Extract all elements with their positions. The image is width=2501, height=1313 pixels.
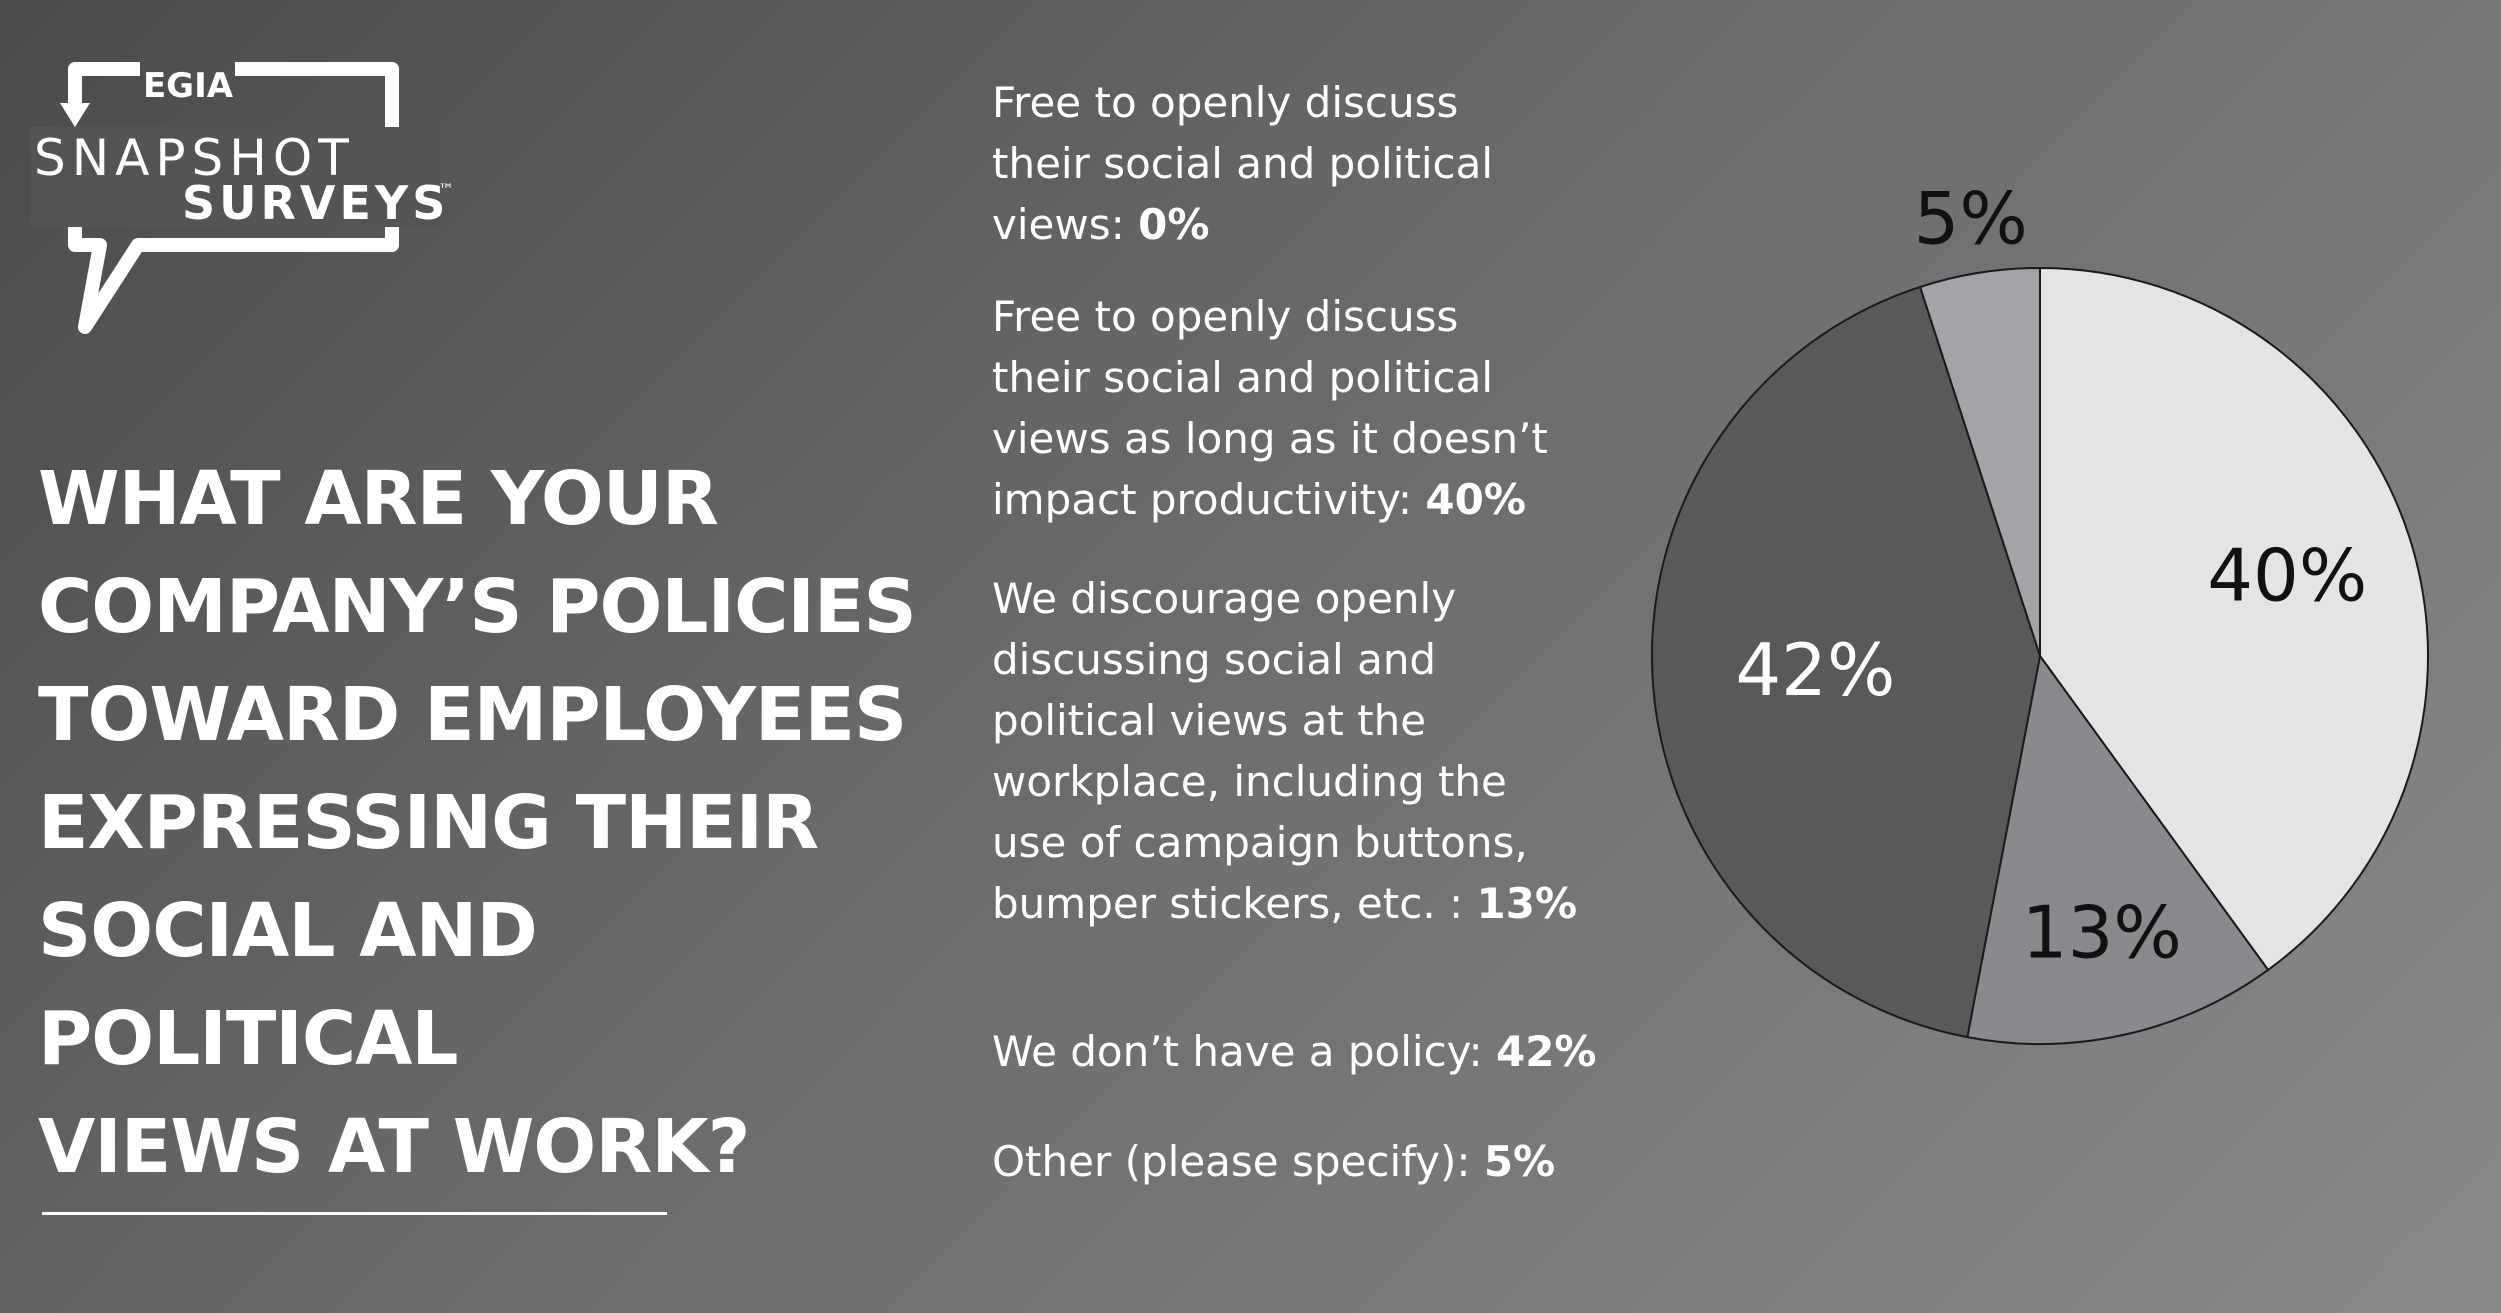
question-line: WHAT ARE YOUR (38, 456, 719, 542)
legend-text: views as long as it doesn’t (992, 414, 1548, 463)
legend-text: their social and political (992, 139, 1494, 188)
question-line: SOCIAL AND POLITICAL (38, 888, 538, 1082)
legend-text: workplace, including the (992, 757, 1507, 806)
question-line: COMPANY’S POLICIES (38, 564, 917, 650)
question-line: EXPRESSING THEIR (38, 780, 819, 866)
pie-slice-4 (1918, 266, 2041, 657)
legend-text: discussing social and (992, 635, 1437, 684)
legend-text: We don’t have a policy: (992, 1027, 1496, 1076)
legend-text: their social and political (992, 353, 1494, 402)
legend-text: impact productivity: (992, 475, 1426, 524)
legend-text: Other (please specify): (992, 1137, 1484, 1186)
logo-snapshot: SNAPSHOT (34, 129, 355, 187)
question-line: TOWARD EMPLOYEES (38, 672, 907, 758)
legend-percent: 40% (1425, 475, 1526, 524)
divider-line (42, 1212, 667, 1215)
legend-text: bumper stickers, etc. : (992, 879, 1477, 928)
legend-percent: 0% (1138, 200, 1210, 249)
legend-text: Free to openly discuss (992, 78, 1459, 127)
logo-text-backdrop (30, 127, 440, 227)
legend-text: use of campaign buttons, (992, 818, 1528, 867)
logo-egia: EGIA (143, 66, 234, 106)
legend-item-other: Other (please specify): 5% (992, 1131, 1692, 1192)
pie-label-2: 13% (2022, 890, 2182, 974)
logo-trademark: ™ (438, 180, 454, 199)
legend-item-free-if-productive: Free to openly discuss their social and … (992, 286, 1692, 530)
legend-percent: 13% (1476, 879, 1578, 928)
legend-text: We discourage openly (992, 574, 1457, 623)
survey-question: WHAT ARE YOUR COMPANY’S POLICIES TOWARD … (38, 445, 968, 1201)
legend-text: views: (992, 200, 1139, 249)
logo-surveys: SURVEYS (182, 176, 449, 230)
pie-slice-3 (1651, 285, 2042, 1039)
legend-item-no-policy: We don’t have a policy: 42% (992, 1021, 1712, 1082)
pie-label-4: 5% (1914, 176, 2028, 260)
legend-item-discourage: We discourage openly discussing social a… (992, 568, 1692, 934)
pie-label-3: 42% (1735, 628, 1895, 712)
pie-label-1: 40% (2207, 534, 2367, 618)
legend-percent: 42% (1495, 1027, 1597, 1076)
pie-chart: 40% 13% 42% 5% (1651, 176, 2429, 1045)
legend-percent: 5% (1483, 1137, 1556, 1186)
pie-slice-1 (2039, 266, 2429, 972)
legend-text: political views at the (992, 696, 1427, 745)
pie-slice-2 (1966, 653, 2270, 1045)
legend-text: Free to openly discuss (992, 292, 1459, 341)
question-line: VIEWS AT WORK? (38, 1104, 751, 1190)
legend-item-free-to-discuss: Free to openly discuss their social and … (992, 72, 1692, 255)
egia-snapshot-surveys-logo: EGIA SNAPSHOT SURVEYS ™ (30, 62, 454, 334)
speech-bubble-outline (68, 62, 399, 334)
speech-bubble-top-left (68, 62, 140, 107)
arrow-down-icon (60, 103, 90, 127)
